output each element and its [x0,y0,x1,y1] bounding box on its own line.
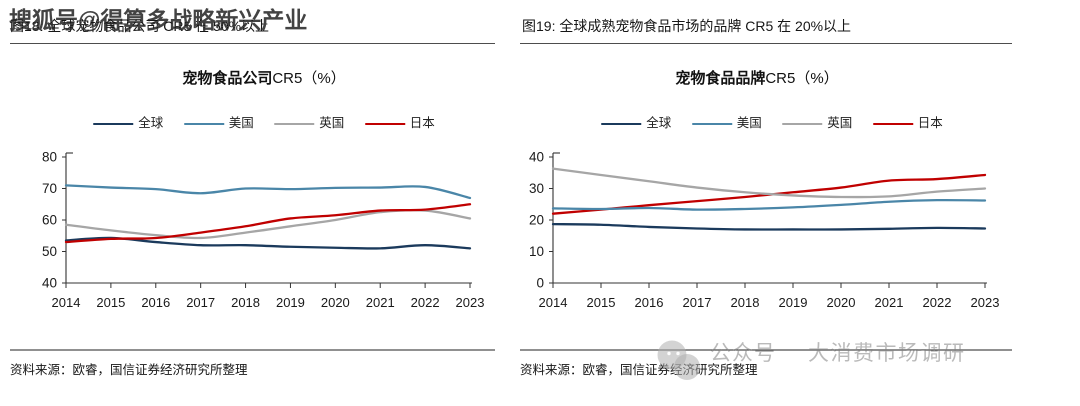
svg-text:20: 20 [529,213,544,228]
svg-text:2023: 2023 [971,295,1000,310]
svg-text:2017: 2017 [186,295,215,310]
svg-text:2019: 2019 [779,295,808,310]
svg-text:2021: 2021 [366,295,395,310]
svg-text:50: 50 [42,244,57,259]
svg-text:30: 30 [529,181,544,196]
svg-text:2015: 2015 [96,295,125,310]
svg-text:2022: 2022 [923,295,952,310]
svg-text:2014: 2014 [539,295,568,310]
svg-text:10: 10 [529,244,544,259]
svg-text:70: 70 [42,181,57,196]
svg-text:2019: 2019 [276,295,305,310]
svg-text:80: 80 [42,150,57,165]
svg-text:2016: 2016 [141,295,170,310]
svg-text:40: 40 [529,150,544,165]
svg-text:2018: 2018 [731,295,760,310]
svg-text:2020: 2020 [321,295,350,310]
svg-text:2014: 2014 [52,295,81,310]
svg-text:2016: 2016 [635,295,664,310]
svg-text:2020: 2020 [827,295,856,310]
svg-text:2021: 2021 [875,295,904,310]
svg-text:0: 0 [536,276,544,291]
svg-text:2015: 2015 [587,295,616,310]
svg-text:60: 60 [42,213,57,228]
svg-text:2017: 2017 [683,295,712,310]
svg-text:2023: 2023 [456,295,485,310]
svg-text:2018: 2018 [231,295,260,310]
svg-text:40: 40 [42,276,57,291]
svg-text:2022: 2022 [411,295,440,310]
